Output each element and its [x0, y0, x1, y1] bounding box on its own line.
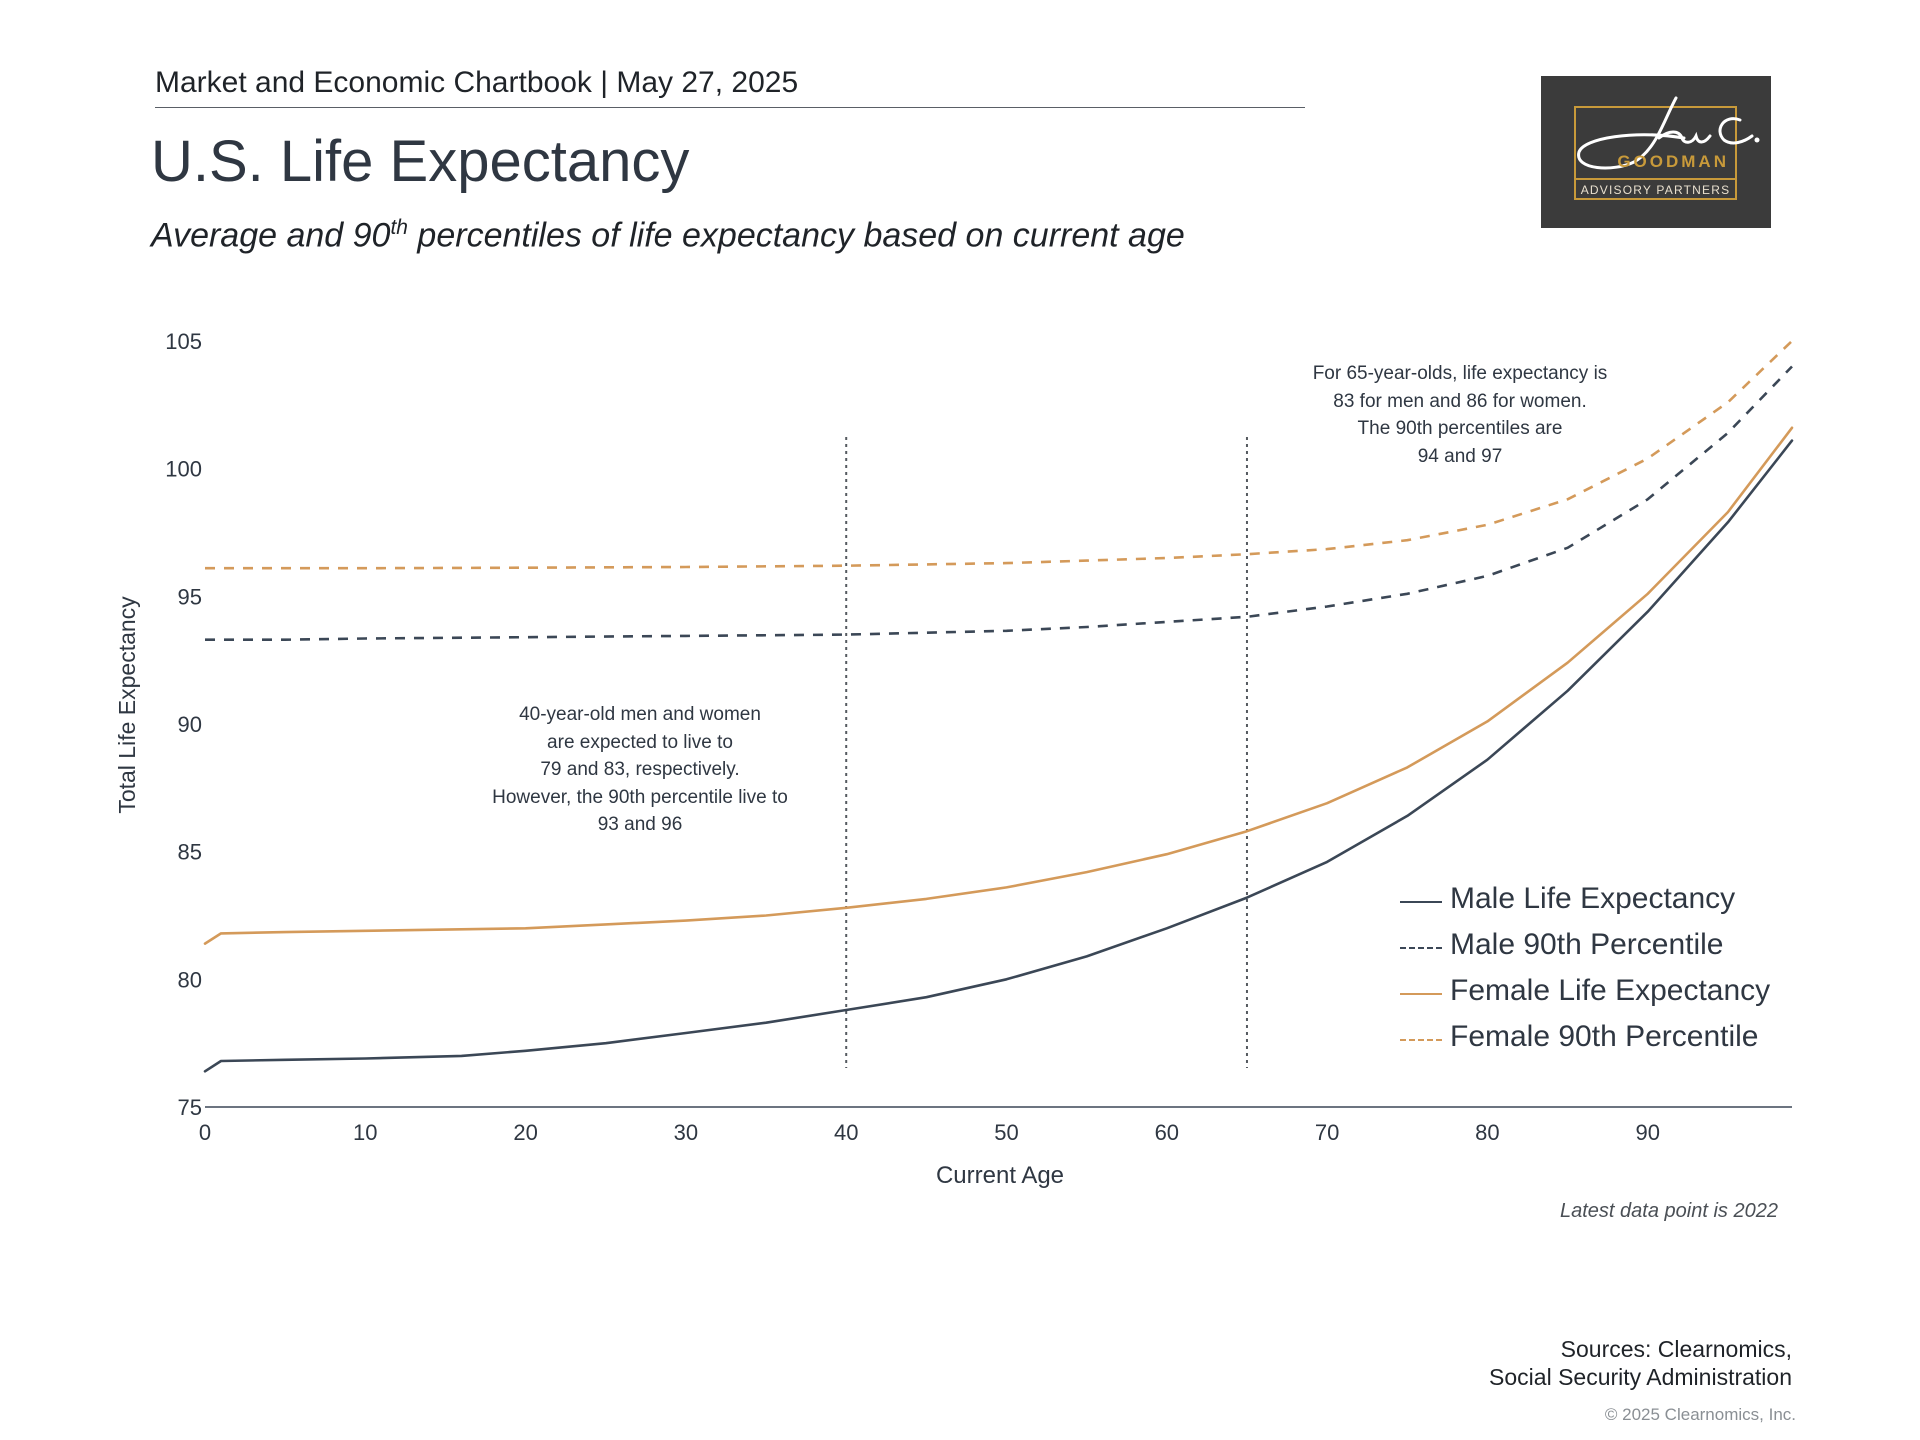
sources: Sources: Clearnomics, Social Security Ad… [1489, 1335, 1792, 1391]
company-logo: GOODMAN ADVISORY PARTNERS [1541, 76, 1771, 228]
annotation-line: 83 for men and 86 for women. [1333, 390, 1587, 412]
y-tick-label: 90 [178, 712, 202, 737]
annotation-age-40: 40-year-old men and women are expected to… [470, 701, 810, 839]
chartbook-header: Market and Economic Chartbook | May 27, … [155, 66, 799, 99]
sources-line-1: Sources: Clearnomics, [1560, 1336, 1792, 1362]
subtitle-pre: Average and 90 [151, 216, 391, 255]
legend-label: Male 90th Percentile [1450, 928, 1724, 961]
annotation-line: The 90th percentiles are [1357, 418, 1563, 439]
annotation-age-65: For 65-year-olds, life expectancy is 83 f… [1280, 360, 1640, 470]
header-divider [155, 107, 1305, 108]
subtitle-superscript: th [390, 216, 408, 239]
y-tick-label: 85 [178, 840, 202, 865]
x-tick-label: 30 [674, 1120, 698, 1145]
x-tick-label: 90 [1635, 1120, 1659, 1145]
x-tick-label: 60 [1155, 1120, 1179, 1145]
x-tick-label: 20 [513, 1120, 537, 1145]
latest-data-note: Latest data point is 2022 [1560, 1200, 1778, 1222]
y-tick-label: 105 [165, 329, 202, 354]
logo-wordmark: GOODMAN [1617, 152, 1729, 171]
x-tick-label: 0 [199, 1120, 211, 1145]
annotation-line: 94 and 97 [1417, 445, 1503, 467]
annotation-line: 93 and 96 [597, 814, 683, 835]
series-line-male-90th-percentile [205, 365, 1793, 642]
y-tick-label: 75 [178, 1095, 202, 1120]
series-line-female-life-expectancy [203, 426, 1794, 945]
x-tick-label: 50 [994, 1120, 1018, 1145]
copyright: © 2025 Clearnomics, Inc. [1604, 1405, 1796, 1424]
annotation-line: For 65-year-olds, life expectancy is [1312, 363, 1608, 384]
logo-tagline: ADVISORY PARTNERS [1574, 178, 1737, 200]
legend-swatch [1400, 1039, 1442, 1041]
annotation-line: However, the 90th percentile live to [492, 786, 788, 808]
legend-swatch [1400, 993, 1442, 995]
annotation-line: 40-year-old men and women [519, 704, 761, 725]
chart-axes: 0 10 20 30 40 50 60 70 80 90 75 80 85 90 95 100 105 [165, 329, 1792, 1145]
annotation-line: are expected to live to [547, 731, 733, 753]
x-tick-label: 80 [1475, 1120, 1499, 1145]
sources-line-2: Social Security Administration [1489, 1364, 1792, 1390]
series-line-female-90th-percentile [205, 340, 1793, 570]
series-line-male-life-expectancy [203, 439, 1794, 1073]
chart-series [203, 340, 1794, 1073]
x-tick-label: 70 [1315, 1120, 1339, 1145]
legend-label: Female 90th Percentile [1450, 1020, 1759, 1053]
legend-swatch [1400, 947, 1442, 949]
annotation-line: 79 and 83, respectively. [540, 759, 740, 780]
x-tick-label: 40 [834, 1120, 858, 1145]
logo-frame: GOODMAN ADVISORY PARTNERS [1574, 96, 1760, 200]
y-axis-label: Total Life Expectancy [114, 596, 140, 814]
logo-signature-icon [1577, 96, 1760, 170]
y-tick-label: 95 [178, 584, 202, 609]
y-tick-label: 100 [165, 457, 202, 482]
legend-label: Female Life Expectancy [1450, 974, 1771, 1007]
page-title: U.S. Life Expectancy [151, 129, 690, 194]
page-subtitle: Average and 90th percentiles of life exp… [151, 216, 1185, 255]
subtitle-post: percentiles of life expectancy based on … [407, 216, 1185, 255]
x-axis-label: Current Age [936, 1162, 1064, 1189]
y-tick-label: 80 [178, 967, 202, 992]
legend-swatch [1400, 901, 1442, 903]
vertical-markers [845, 437, 1248, 1068]
x-tick-label: 10 [353, 1120, 377, 1145]
legend-label: Male Life Expectancy [1450, 882, 1736, 915]
